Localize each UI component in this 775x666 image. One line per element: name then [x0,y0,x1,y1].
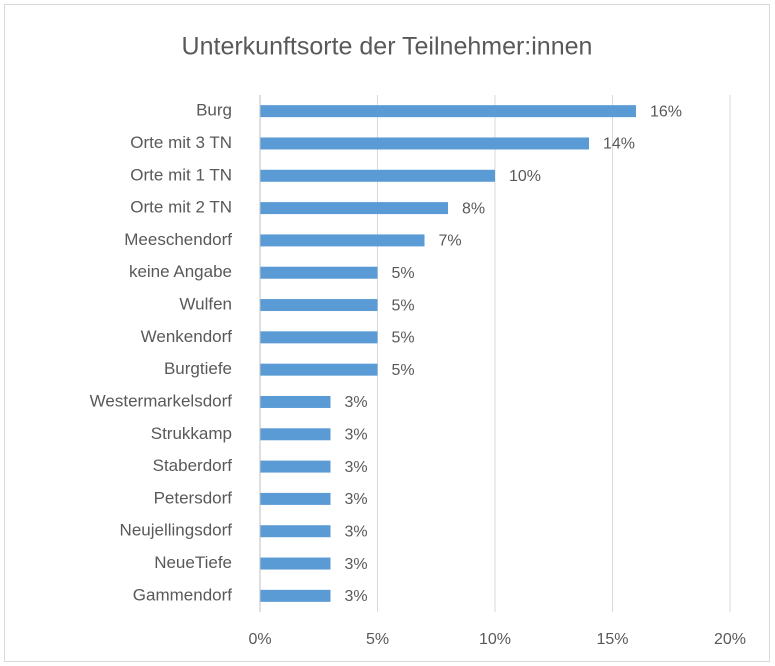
bar [260,363,378,376]
data-label: 8% [462,200,485,217]
data-label: 5% [392,330,415,347]
bar [260,395,331,408]
bar [260,428,331,441]
bar [260,492,331,505]
y-tick-label: Orte mit 1 TN [130,165,232,184]
bar [260,557,331,570]
data-label: 3% [345,459,368,476]
data-label: 3% [345,556,368,573]
y-tick-label: Strukkamp [151,424,232,443]
data-label: 10% [509,168,541,185]
y-tick-label: Westermarkelsdorf [90,391,233,410]
bar [260,234,425,247]
y-tick-label: NeueTiefe [154,553,232,572]
x-tick-label: 0% [248,631,271,648]
bar [260,589,331,602]
bar [260,105,636,118]
x-tick-label: 20% [714,631,746,648]
x-tick-label: 5% [366,631,389,648]
y-tick-label: Gammendorf [133,585,232,604]
x-tick-label: 10% [479,631,511,648]
data-label: 5% [392,265,415,282]
data-label: 3% [345,394,368,411]
data-label: 5% [392,362,415,379]
bar [260,266,378,279]
y-tick-label: Burg [196,101,232,120]
chart-title: Unterkunftsorte der Teilnehmer:innen [182,33,593,61]
data-label: 7% [439,233,462,250]
data-label: 5% [392,297,415,314]
bar [260,299,378,312]
y-tick-label: Petersdorf [154,488,233,507]
data-label: 16% [650,103,682,120]
y-tick-label: Wenkendorf [141,327,233,346]
bar [260,202,448,215]
x-tick-label: 15% [596,631,628,648]
data-label: 3% [345,523,368,540]
bar [260,460,331,473]
y-tick-label: Orte mit 2 TN [130,198,232,217]
data-label: 14% [603,136,635,153]
bar [260,137,589,150]
data-label: 3% [345,491,368,508]
y-tick-label: Neujellingsdorf [120,521,233,540]
y-tick-label: keine Angabe [129,262,232,281]
y-tick-label: Wulfen [179,295,232,314]
bar [260,525,331,538]
bar [260,331,378,344]
y-tick-label: Burgtiefe [164,359,232,378]
data-label: 3% [345,588,368,605]
bar [260,169,495,182]
y-tick-label: Orte mit 3 TN [130,133,232,152]
y-tick-label: Meeschendorf [124,230,232,249]
y-tick-label: Staberdorf [153,456,233,475]
data-label: 3% [345,427,368,444]
